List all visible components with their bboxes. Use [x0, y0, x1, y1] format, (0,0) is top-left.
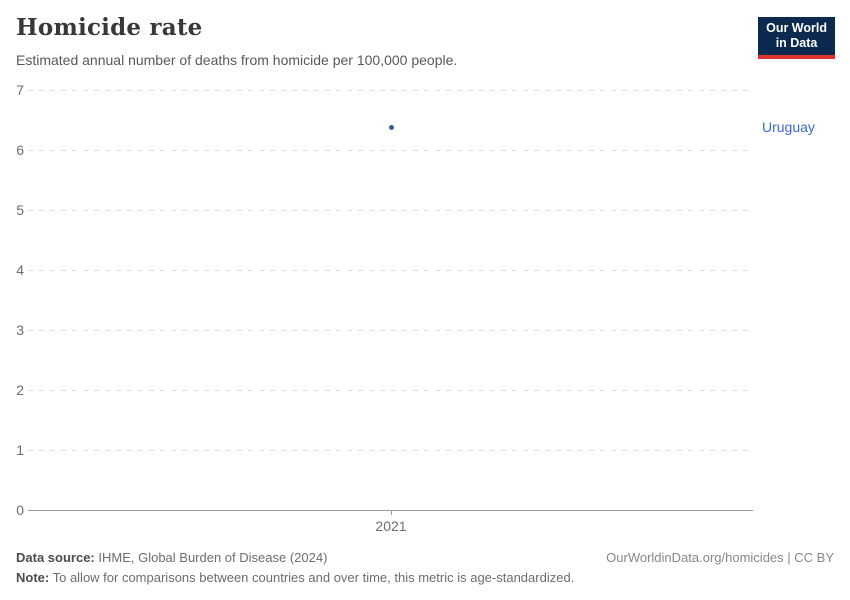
gridline-y-7 — [28, 90, 753, 91]
y-tick-label-1: 1 — [16, 442, 24, 458]
chart-footer: Data source: IHME, Global Burden of Dise… — [16, 548, 834, 588]
y-tick-label-0: 0 — [16, 502, 24, 518]
data-source-line: Data source: IHME, Global Burden of Dise… — [16, 548, 327, 568]
gridline-y-2 — [28, 390, 753, 391]
y-tick-label-6: 6 — [16, 142, 24, 158]
footer-row-1: Data source: IHME, Global Burden of Dise… — [16, 548, 834, 568]
note-line: Note: To allow for comparisons between c… — [16, 568, 834, 588]
gridline-y-3 — [28, 330, 753, 331]
owid-url-license[interactable]: OurWorldinData.org/homicides | CC BY — [606, 550, 834, 565]
owid-logo-line1: Our World — [766, 21, 827, 35]
data-source-value: IHME, Global Burden of Disease (2024) — [94, 550, 328, 565]
data-source-label: Data source: — [16, 550, 95, 565]
owid-logo[interactable]: Our World in Data — [758, 17, 835, 59]
owid-logo-line2: in Data — [775, 36, 818, 50]
entity-label-uruguay[interactable]: Uruguay — [762, 119, 815, 136]
chart-subtitle: Estimated annual number of deaths from h… — [16, 52, 458, 68]
gridline-y-6 — [28, 150, 753, 151]
chart-title: Homicide rate — [16, 14, 203, 41]
gridline-y-1 — [28, 450, 753, 451]
y-tick-label-3: 3 — [16, 322, 24, 338]
x-axis-line — [28, 510, 753, 511]
y-tick-label-7: 7 — [16, 82, 24, 98]
y-tick-label-5: 5 — [16, 202, 24, 218]
y-tick-label-4: 4 — [16, 262, 24, 278]
note-label: Note: — [16, 570, 50, 585]
note-value: To allow for comparisons between countri… — [49, 570, 575, 585]
data-point-uruguay-2021[interactable] — [388, 124, 394, 130]
y-tick-label-2: 2 — [16, 382, 24, 398]
x-axis-tick-2021 — [391, 511, 392, 515]
x-tick-label-2021: 2021 — [375, 518, 407, 534]
gridline-y-4 — [28, 270, 753, 271]
gridline-y-5 — [28, 210, 753, 211]
